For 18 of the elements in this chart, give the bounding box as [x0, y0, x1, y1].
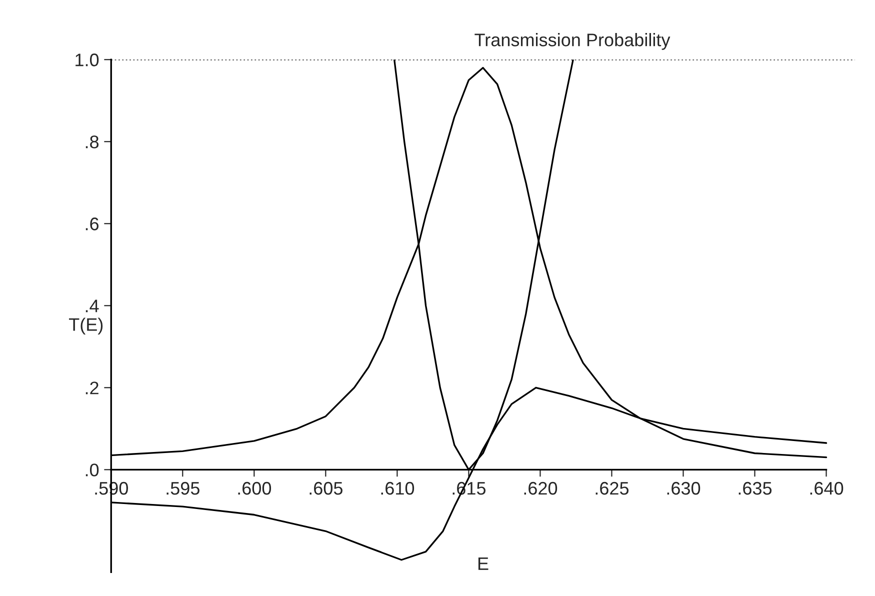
- y-tick-label: .6: [86, 218, 99, 230]
- y-tick-label: .8: [86, 136, 99, 148]
- x-tick-label: .595: [166, 482, 200, 495]
- x-tick-label: .640: [810, 482, 844, 495]
- y-tick-label: 1.0: [76, 54, 99, 66]
- x-axis-title: E: [478, 557, 488, 570]
- x-tick-label: .620: [524, 482, 558, 495]
- x-tick-label: .605: [310, 482, 342, 495]
- x-tick-label: .625: [596, 482, 629, 495]
- x-tick-label: .610: [381, 482, 414, 495]
- x-tick-label: .635: [738, 482, 772, 495]
- y-tick-label: .2: [86, 382, 98, 394]
- y-tick-label: .4: [86, 300, 99, 312]
- x-tick-label: .630: [667, 482, 700, 495]
- chart-title: Transmission Probability: [474, 33, 670, 50]
- y-tick-label: .0: [86, 464, 99, 476]
- x-tick-label: .600: [238, 482, 272, 495]
- y-axis-title: T(E): [69, 318, 103, 335]
